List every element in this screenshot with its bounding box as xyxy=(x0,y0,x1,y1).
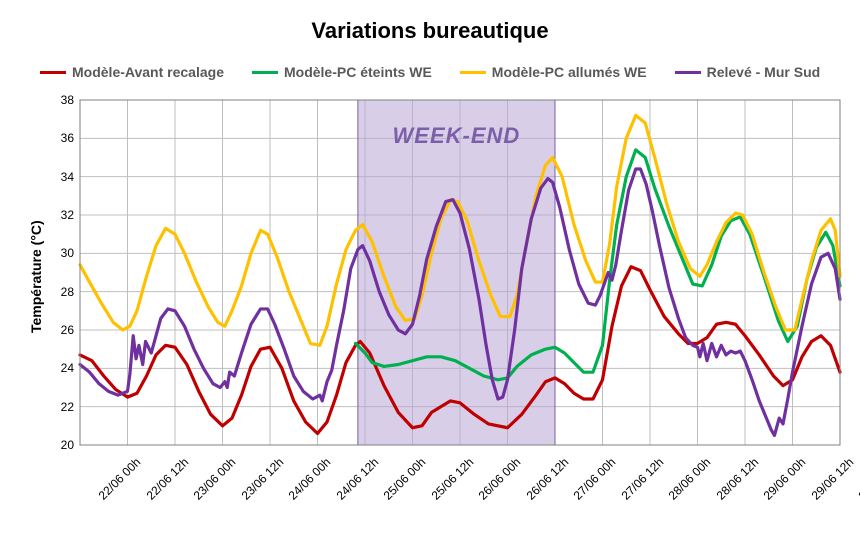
y-tick-label: 28 xyxy=(61,285,74,299)
y-tick-label: 38 xyxy=(61,93,74,107)
chart-root: Variations bureautique Modèle-Avant reca… xyxy=(0,0,860,550)
y-tick-label: 32 xyxy=(61,208,74,222)
y-tick-label: 20 xyxy=(61,438,74,452)
y-tick-label: 34 xyxy=(61,170,74,184)
y-tick-label: 24 xyxy=(61,361,74,375)
y-tick-label: 30 xyxy=(61,246,74,260)
y-tick-label: 36 xyxy=(61,131,74,145)
weekend-label: WEEK-END xyxy=(358,123,555,149)
y-tick-label: 26 xyxy=(61,323,74,337)
y-tick-label: 22 xyxy=(61,400,74,414)
